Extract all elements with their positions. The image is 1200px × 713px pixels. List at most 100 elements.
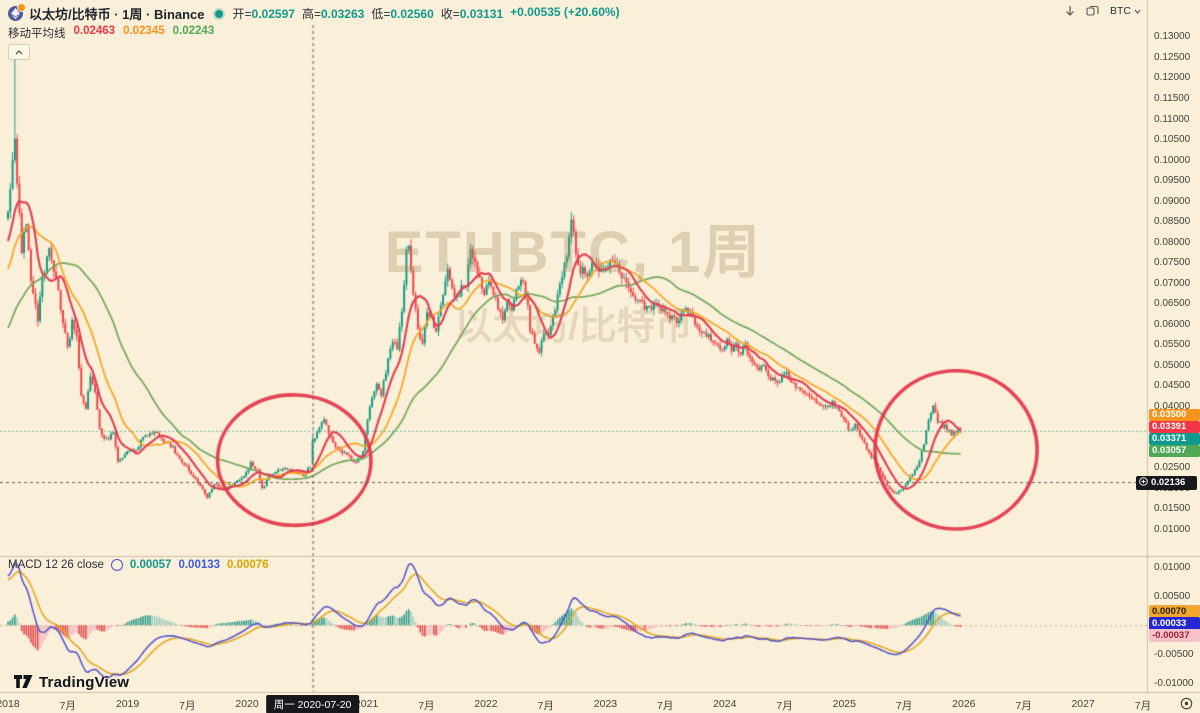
time-axis-tick[interactable]: 7月	[895, 700, 913, 712]
time-axis-tick[interactable]: 2019	[115, 698, 140, 710]
arrow-down-icon	[1066, 6, 1074, 16]
tag-value: 0.03371	[1152, 433, 1187, 445]
ma-fast-price-tag[interactable]: 0.03391	[1149, 420, 1200, 434]
ohlc-label: 开=	[232, 7, 252, 21]
crosshair-price-tag[interactable]: 0.02136	[1136, 475, 1197, 491]
notification-badge	[17, 3, 26, 12]
macd-histogram-tag[interactable]: -0.00037	[1149, 629, 1200, 642]
eth-symbol-icon[interactable]	[8, 3, 26, 21]
time-axis-tick[interactable]: 2018	[0, 698, 20, 710]
macd-signal-tag[interactable]: 0.00070	[1149, 605, 1200, 618]
ohlc-value: 0.03263	[320, 7, 365, 21]
currency-dropdown[interactable]: BTC	[1107, 3, 1144, 19]
time-axis-tick[interactable]: 7月	[179, 700, 196, 712]
collapse-legend-button[interactable]	[8, 44, 30, 60]
time-axis-tick[interactable]: 2021	[354, 698, 379, 710]
price-axis-tick: 0.11000	[1154, 113, 1190, 125]
price-axis-tick: 0.05000	[1154, 359, 1191, 371]
ma-legend[interactable]: 移动平均线 0.02463 0.02345 0.02243	[8, 25, 620, 41]
market-status-icon[interactable]	[214, 9, 223, 18]
price-axis-tick: 0.12000	[1154, 72, 1191, 84]
tag-value: 0.03057	[1152, 445, 1187, 457]
symbol-legend: 以太坊/比特币 · 1周 · Binance 开=0.02597 高=0.0326…	[8, 3, 620, 60]
ohlc-pair: 开=0.02597	[233, 5, 295, 22]
last-price-tag[interactable]: 0.03371	[1149, 432, 1200, 446]
tradingview-logo[interactable]: TradingView	[14, 674, 129, 691]
ohlc-label: 高=	[301, 7, 321, 21]
price-axis-tick: -0.00500	[1154, 649, 1194, 661]
macd-legend[interactable]: MACD 12 26 close 0.00057 0.00133 0.00076	[8, 559, 269, 571]
macd-value: 0.00076	[227, 559, 269, 571]
time-axis-tick[interactable]: 2024	[713, 698, 737, 710]
macd-value: 0.00057	[129, 559, 172, 571]
tag-value: 0.02136	[1151, 477, 1186, 489]
price-axis-tick: 0.01500	[1154, 503, 1191, 515]
price-axis-tick: 0.01000	[1154, 562, 1191, 574]
ma-mid-price-tag[interactable]: 0.03500	[1149, 408, 1200, 422]
ohlc-values: 开=0.02597 高=0.03263 低=0.02560 收=0.03131 +0.0…	[233, 5, 620, 22]
price-axis-tick: 0.10000	[1154, 154, 1191, 166]
chevron-up-icon	[15, 49, 23, 54]
tag-value: 0.00070	[1152, 605, 1187, 617]
time-axis-tick[interactable]: 7月	[1015, 700, 1032, 712]
macd-line-tag[interactable]: 0.00033	[1149, 617, 1200, 630]
currency-dropdown-value: BTC	[1110, 5, 1131, 17]
tag-value: 0.03391	[1152, 421, 1187, 433]
ohlc-pair: 高=0.03263	[302, 5, 364, 22]
symbol-title[interactable]: 以太坊/比特币 · 1周 · Binance	[29, 7, 205, 22]
scroll-to-realtime-icon[interactable]	[1180, 697, 1193, 710]
macd-legend-label: MACD 12 26 close	[8, 559, 104, 571]
ohlc-label: 低=	[371, 7, 391, 21]
price-axis-tick: 0.01000	[1154, 523, 1191, 535]
ohlc-pair: 低=0.02560	[371, 5, 433, 22]
price-axis-tick: 0.09000	[1154, 195, 1191, 207]
ma-value: 0.02345	[123, 25, 165, 37]
tradingview-logo-icon	[14, 674, 33, 688]
time-axis-tick[interactable]: 2022	[474, 698, 498, 710]
ohlc-change: +0.00535 (+20.60%)	[510, 5, 620, 19]
ma-value: 0.02463	[73, 25, 116, 37]
plus-circle-icon	[1139, 477, 1148, 489]
time-axis-tick[interactable]: 7月	[59, 700, 76, 712]
price-axis-tick: 0.08000	[1154, 236, 1191, 248]
chevron-down-icon	[1134, 9, 1141, 14]
ohlc-value: 0.03131	[459, 7, 504, 21]
time-axis-tick[interactable]: 2026	[952, 698, 976, 710]
ohlc-value: 0.02560	[390, 7, 434, 21]
arrow-down-icon-button[interactable]	[1062, 3, 1078, 19]
price-axis-tick: 0.05500	[1154, 339, 1191, 351]
price-axis-tick: 0.04500	[1154, 380, 1191, 392]
time-axis-tick[interactable]: 7月	[776, 700, 793, 712]
tradingview-logo-text: TradingView	[39, 674, 130, 691]
price-axis-tick: 0.07500	[1154, 257, 1191, 269]
ohlc-pair: 收=0.03131	[441, 5, 503, 22]
ma-slow-price-tag[interactable]: 0.03057	[1149, 444, 1200, 458]
time-axis-tick[interactable]: 2020	[235, 698, 259, 710]
price-axis-tick: 0.07000	[1154, 277, 1191, 289]
time-axis-tick[interactable]: 7月	[1134, 700, 1152, 712]
ohlc-value: 0.02597	[251, 7, 295, 21]
price-axis-tick: 0.04000	[1154, 400, 1191, 412]
price-axis-tick: 0.10500	[1154, 134, 1191, 145]
tag-value: 0.00033	[1152, 617, 1187, 629]
time-axis-tick[interactable]: 7月	[657, 700, 674, 712]
ohlc-label: 收=	[440, 7, 460, 21]
crosshair-date-tag: 周一 2020-07-20	[265, 695, 360, 713]
maximize-pane-icon-button[interactable]	[1084, 3, 1101, 19]
tag-value: 0.03500	[1152, 409, 1187, 421]
time-axis-tick[interactable]: 2025	[832, 698, 856, 710]
price-axis-tick: 0.09500	[1154, 175, 1191, 187]
time-axis-tick[interactable]: 7月	[418, 700, 435, 712]
time-axis-tick[interactable]: 7月	[537, 700, 554, 712]
price-axis-tick: 0.06000	[1154, 318, 1191, 330]
price-axis-tick: 0.08500	[1154, 216, 1191, 228]
time-axis-tick[interactable]: 2023	[593, 698, 618, 710]
ma-legend-label: 移动平均线	[8, 28, 66, 40]
tag-value: -0.00037	[1152, 629, 1190, 641]
time-axis-tick[interactable]: 2027	[1071, 698, 1095, 710]
macd-indicator-icon[interactable]	[110, 559, 123, 571]
price-axis-tick: 0.02500	[1154, 462, 1191, 474]
price-axis-tick: 0.13000	[1154, 31, 1191, 43]
